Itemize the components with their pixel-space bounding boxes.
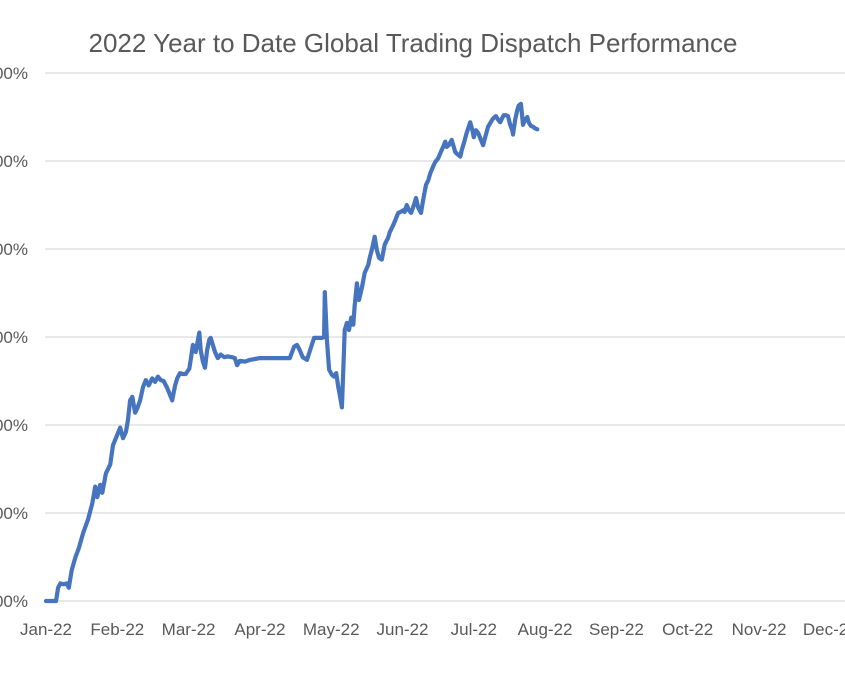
x-axis-tick-label: Feb-22 — [90, 620, 144, 639]
x-axis-tick-label: Sep-22 — [589, 620, 644, 639]
x-axis-tick-label: Apr-22 — [234, 620, 285, 639]
x-axis-tick-label: Aug-22 — [518, 620, 573, 639]
x-axis-tick-label: Jan-22 — [20, 620, 72, 639]
y-axis-tick-label: 00% — [0, 64, 28, 83]
performance-line-series — [43, 101, 540, 604]
y-axis-tick-label: 00% — [0, 592, 28, 611]
x-axis-tick-label: Mar-22 — [162, 620, 216, 639]
y-axis-tick-label: 00% — [0, 240, 28, 259]
chart-title: 2022 Year to Date Global Trading Dispatc… — [89, 28, 738, 58]
y-axis-tick-labels-group: 00% 00% 00% 00% 00% 00% 00% — [0, 64, 28, 611]
x-axis-tick-label: Nov-22 — [732, 620, 787, 639]
x-axis-tick-label: Jun-22 — [377, 620, 429, 639]
x-axis-tick-labels-group: Jan-22 Feb-22 Mar-22 Apr-22 May-22 Jun-22 Jul-… — [20, 620, 845, 639]
gridlines-group — [45, 72, 845, 602]
y-axis-tick-label: 00% — [0, 152, 28, 171]
x-axis-tick-label: May-22 — [303, 620, 360, 639]
y-axis-tick-label: 00% — [0, 504, 28, 523]
x-axis-tick-label: Dec-22 — [803, 620, 845, 639]
y-axis-tick-label: 00% — [0, 416, 28, 435]
x-axis-tick-label: Jul-22 — [451, 620, 497, 639]
y-axis-tick-label: 00% — [0, 328, 28, 347]
x-axis-tick-label: Oct-22 — [662, 620, 713, 639]
